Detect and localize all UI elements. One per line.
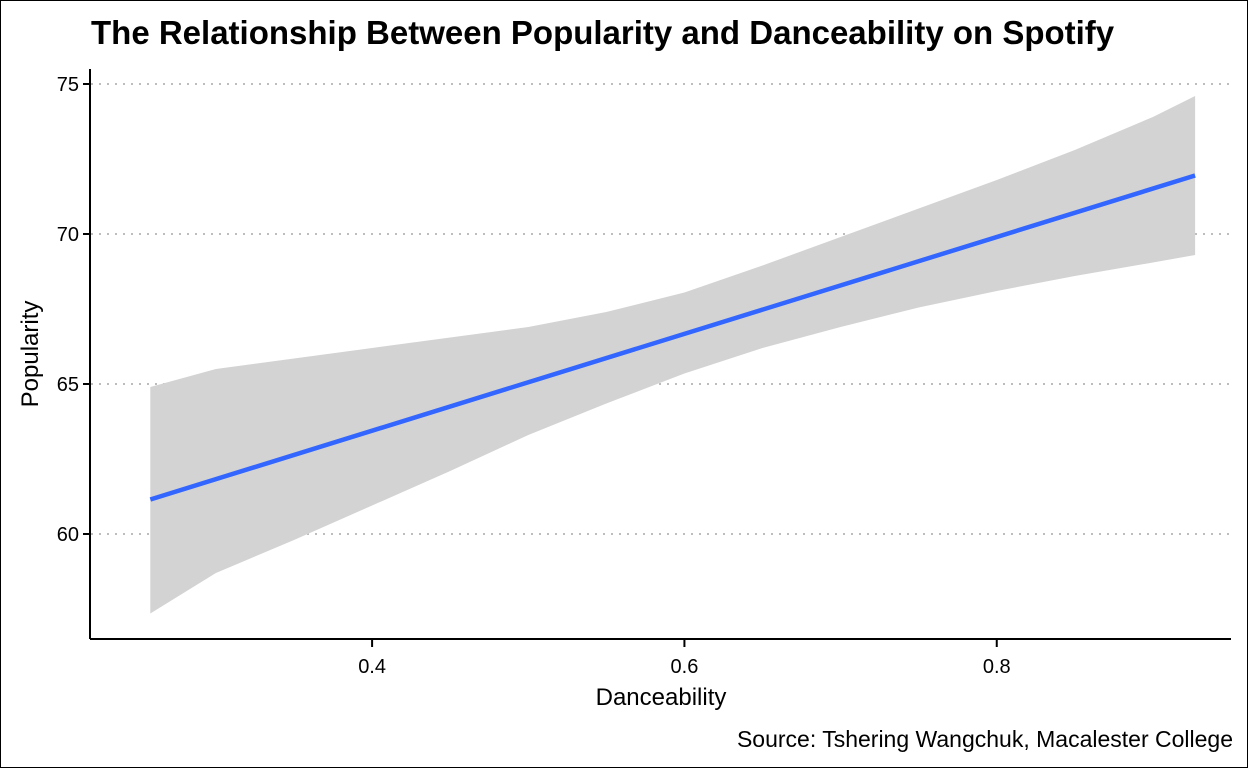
y-tick-label: 65 bbox=[57, 374, 79, 396]
y-axis-title: Popularity bbox=[17, 301, 44, 408]
y-axis-ticks: 60 65 70 75 bbox=[57, 74, 91, 546]
source-caption: Source: Tshering Wangchuk, Macalester Co… bbox=[737, 726, 1233, 752]
x-axis-ticks: 0.4 0.6 0.8 bbox=[358, 639, 1011, 678]
chart-title: The Relationship Between Popularity and … bbox=[91, 14, 1115, 51]
y-tick-label: 70 bbox=[57, 224, 79, 246]
y-tick-label: 75 bbox=[57, 74, 79, 96]
y-tick-label: 60 bbox=[57, 524, 79, 546]
fit-line-layer bbox=[149, 173, 1196, 502]
x-tick-label: 0.4 bbox=[358, 656, 386, 678]
axes bbox=[89, 69, 1231, 640]
confidence-band-layer bbox=[150, 96, 1196, 614]
gridlines bbox=[91, 83, 1231, 535]
x-tick-label: 0.8 bbox=[983, 656, 1011, 678]
confidence-band bbox=[150, 96, 1196, 614]
fit-line bbox=[149, 173, 1196, 502]
x-tick-label: 0.6 bbox=[671, 656, 699, 678]
x-axis-title: Danceability bbox=[596, 684, 727, 711]
